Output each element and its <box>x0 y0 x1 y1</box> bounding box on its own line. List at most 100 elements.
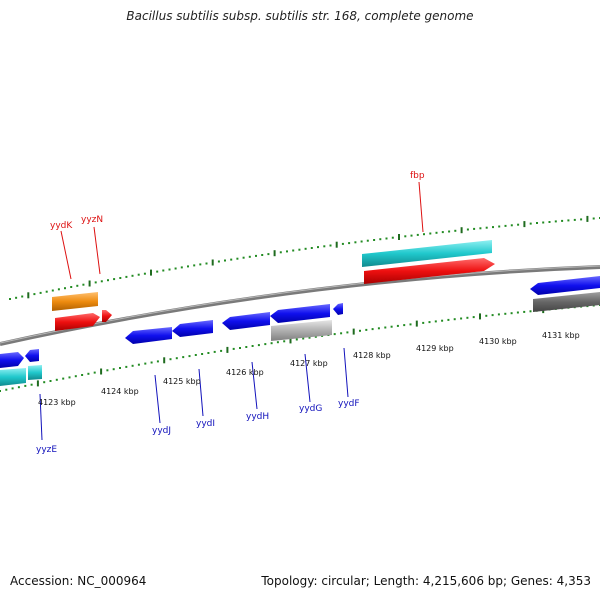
lower-track-minor-tick <box>74 375 77 378</box>
gene-label-yydJ[interactable]: yydJ <box>152 426 171 436</box>
kbp-label-4127: 4127 kbp <box>290 359 328 368</box>
upper-track-minor-tick <box>448 230 451 233</box>
accession-text: Accession: NC_000964 <box>10 574 147 588</box>
gene-label-yydH[interactable]: yydH <box>246 412 269 422</box>
gene-label-fbp[interactable]: fbp <box>410 171 425 181</box>
leader-fbp <box>418 181 424 233</box>
gene-yydH[interactable] <box>222 312 270 330</box>
upper-track-minor-tick <box>366 239 369 242</box>
lower-track-minor-tick <box>523 310 526 313</box>
lower-track-minor-tick <box>396 324 399 327</box>
gene-left-blue-2[interactable] <box>25 349 39 362</box>
gene-label-yydF[interactable]: yydF <box>338 399 360 409</box>
gene-yydK-strand[interactable] <box>55 313 100 331</box>
upper-track-minor-tick <box>479 227 482 230</box>
upper-track-minor-tick <box>168 268 171 271</box>
upper-track-minor-tick <box>33 293 36 296</box>
upper-track-major-tick <box>150 269 152 276</box>
upper-track-minor-tick <box>100 280 103 283</box>
gene-yyzE-cyan-2[interactable] <box>28 365 42 380</box>
gene-right-blue[interactable] <box>530 276 600 295</box>
upper-track-minor-tick <box>180 266 183 269</box>
upper-track-minor-tick <box>580 218 583 221</box>
lower-track-minor-tick <box>504 312 507 315</box>
lower-track-minor-tick <box>62 377 65 380</box>
gene-yydK[interactable] <box>52 292 98 311</box>
gene-label-yyzE[interactable]: yyzE <box>36 445 57 455</box>
gene-yydJ[interactable] <box>125 327 172 344</box>
lower-track-minor-tick <box>472 316 475 319</box>
upper-track-minor-tick <box>224 259 226 262</box>
lower-track-major-tick <box>289 337 292 344</box>
upper-track-major-tick <box>586 215 589 222</box>
lower-track-minor-tick <box>264 343 267 346</box>
upper-track-minor-tick <box>354 241 357 244</box>
lower-track-minor-tick <box>428 321 431 324</box>
gene-fbp-strand[interactable] <box>364 258 495 284</box>
lower-track-minor-tick <box>371 328 374 331</box>
lower-track-minor-tick <box>245 346 248 348</box>
upper-track-minor-tick <box>255 254 257 257</box>
leader-yyzE <box>39 393 43 441</box>
upper-track-minor-tick <box>242 256 245 259</box>
lower-track-minor-tick <box>283 340 286 343</box>
lower-track-minor-tick <box>68 376 71 379</box>
lower-track-minor-tick <box>188 355 191 358</box>
upper-track-minor-tick <box>286 250 288 253</box>
upper-track-minor-tick <box>94 281 97 284</box>
lower-track-minor-tick <box>81 374 84 376</box>
lower-tick-track <box>0 304 600 392</box>
lower-track-minor-tick <box>302 337 305 340</box>
lower-track-minor-tick <box>453 318 456 321</box>
upper-track-major-tick <box>88 280 91 287</box>
upper-track-minor-tick <box>391 236 394 239</box>
lower-track-major-tick <box>36 380 39 387</box>
map-title: Bacillus subtilis subsp. subtilis str. 1… <box>126 9 474 23</box>
upper-track-minor-tick <box>435 231 438 234</box>
gene-yydI[interactable] <box>172 320 213 337</box>
lower-track-minor-tick <box>251 345 254 347</box>
lower-track-minor-tick <box>308 336 311 339</box>
upper-track-minor-tick <box>267 253 270 256</box>
lower-track-minor-tick <box>466 316 469 319</box>
upper-track-minor-tick <box>174 267 177 270</box>
gene-yydF[interactable] <box>333 303 343 315</box>
lower-track-minor-tick <box>17 386 20 389</box>
gene-label-yydG[interactable]: yydG <box>299 404 322 414</box>
gene-yydG[interactable] <box>270 304 330 323</box>
lower-track-major-tick <box>163 357 166 364</box>
gene-yyzE-cyan[interactable] <box>0 368 26 386</box>
lower-track-minor-tick <box>333 333 336 336</box>
lower-track-minor-tick <box>497 313 500 316</box>
lower-track-minor-tick <box>30 383 33 386</box>
gene-left-blue-1[interactable] <box>0 352 24 368</box>
lower-track-minor-tick <box>169 358 172 361</box>
upper-track-minor-tick <box>193 264 196 267</box>
kbp-label-4125: 4125 kbp <box>163 377 201 386</box>
lower-track-minor-tick <box>119 367 121 369</box>
upper-track-minor-tick <box>573 218 576 221</box>
gene-label-yyzN[interactable]: yyzN <box>81 215 103 225</box>
lower-track-major-tick <box>100 368 103 375</box>
upper-track-minor-tick <box>454 229 457 232</box>
upper-track-minor-tick <box>304 247 307 250</box>
gene-label-yydI[interactable]: yydI <box>196 419 215 429</box>
upper-track-minor-tick <box>536 222 538 224</box>
upper-track-minor-tick <box>473 227 476 230</box>
gene-gray-lower[interactable] <box>271 320 332 341</box>
upper-track-minor-tick <box>279 251 282 254</box>
upper-track-minor-tick <box>162 269 165 272</box>
upper-track-minor-tick <box>567 219 570 222</box>
upper-track-minor-tick <box>217 260 220 263</box>
gene-label-yydK[interactable]: yydK <box>50 221 73 231</box>
gene-right-darkgray[interactable] <box>533 292 600 312</box>
lower-track-minor-tick <box>276 341 279 344</box>
gene-fbp[interactable] <box>362 240 492 267</box>
upper-track-minor-tick <box>21 295 24 298</box>
lower-track-minor-tick <box>182 356 185 359</box>
upper-track-minor-tick <box>554 220 557 223</box>
upper-track-minor-tick <box>317 246 319 249</box>
lower-track-minor-tick <box>485 314 488 317</box>
gene-yyzN[interactable] <box>102 310 112 322</box>
